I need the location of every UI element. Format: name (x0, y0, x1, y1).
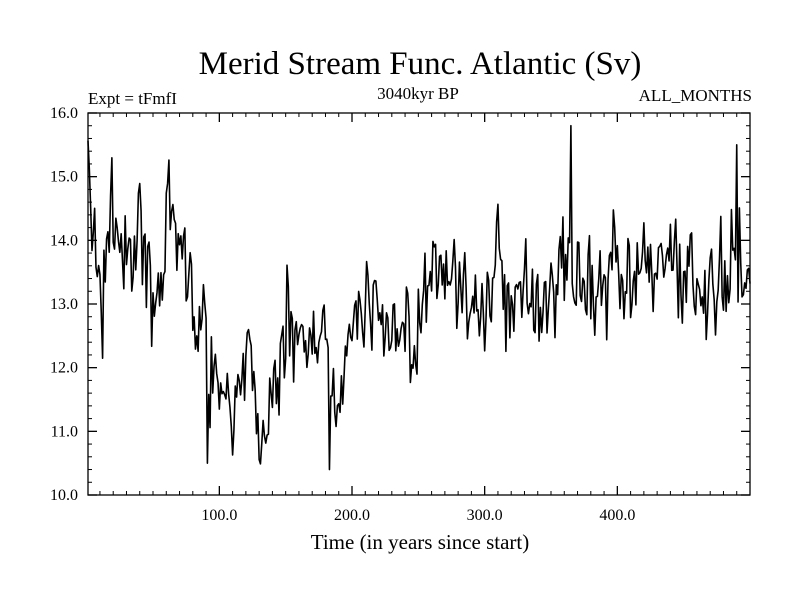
y-tick-label: 15.0 (50, 169, 78, 186)
series-group (87, 124, 751, 471)
y-tick-label: 16.0 (50, 105, 78, 122)
axis-tick-labels: 100.0 200.0 300.0 400.0 10.0 11.0 12.0 13.0 14.0… (50, 105, 635, 524)
y-tick-label: 10.0 (50, 487, 78, 504)
y-tick-label: 14.0 (50, 232, 78, 249)
x-tick-label: 100.0 (201, 507, 237, 524)
y-tick-label: 11.0 (51, 423, 78, 440)
x-tick-label: 300.0 (467, 507, 503, 524)
y-tick-label: 12.0 (50, 360, 78, 377)
x-tick-label: 200.0 (334, 507, 370, 524)
y-tick-label: 13.0 (50, 296, 78, 313)
experiment-label: Expt = tFmfI (88, 89, 177, 108)
x-axis-label: Time (in years since start) (311, 530, 530, 554)
months-label: ALL_MONTHS (639, 86, 752, 105)
series-line (87, 124, 751, 471)
chart-title: Merid Stream Func. Atlantic (Sv) (199, 46, 642, 82)
period-label: 3040kyr BP (377, 84, 459, 103)
x-tick-label: 400.0 (599, 507, 635, 524)
